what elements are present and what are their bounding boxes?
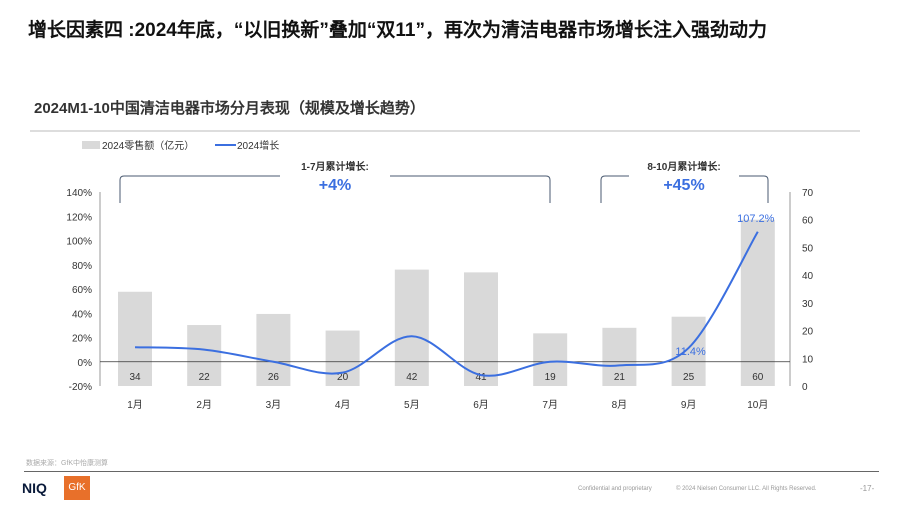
annotation-label: 1-7月累计增长: [301, 160, 369, 173]
right-tick-label: 40 [802, 271, 814, 282]
left-tick-label: 60% [72, 285, 92, 296]
growth-line [134, 231, 759, 377]
bar [464, 272, 498, 386]
legend-bar-label: 2024零售额（亿元） [102, 139, 194, 152]
x-tick-label: 10月 [747, 399, 768, 411]
bar [325, 330, 360, 386]
legend-bar-swatch [82, 141, 100, 149]
left-tick-label: 120% [66, 212, 92, 223]
bar [256, 313, 291, 386]
copyright-text: © 2024 Nielsen Consumer LLC. All Rights … [676, 486, 817, 492]
bar-value-label: 42 [406, 372, 418, 383]
legend-line-label: 2024增长 [237, 139, 279, 152]
chart: 2024零售额（亿元） 2024增长 -20% 0% 20% 40% 60% 80% 100% 1… [66, 139, 814, 411]
right-tick-label: 60 [802, 216, 814, 227]
bar-value-label: 26 [268, 372, 280, 383]
annotation-value: +45% [663, 177, 704, 194]
bar-value-label: 21 [614, 372, 626, 383]
x-tick-label: 3月 [266, 399, 282, 411]
left-tick-label: 0% [78, 358, 93, 369]
right-tick-label: 70 [802, 188, 814, 199]
right-tick-label: 30 [802, 299, 814, 310]
annotation-label: 8-10月累计增长: [647, 160, 720, 173]
confidential-text: Confidential and proprietary [578, 486, 652, 492]
bracket [119, 175, 551, 203]
bar [671, 316, 706, 386]
x-tick-label: 6月 [473, 399, 489, 411]
line-data-label: 107.2% [737, 213, 775, 225]
annotation-value: +4% [319, 177, 351, 194]
bar [187, 325, 222, 386]
page-number: -17- [860, 484, 875, 493]
left-tick-label: 100% [66, 237, 92, 248]
bar [740, 219, 775, 386]
bracket [600, 175, 769, 203]
x-tick-label: 2月 [196, 399, 212, 411]
left-tick-label: -20% [69, 382, 92, 393]
right-tick-label: 0 [802, 382, 808, 393]
bar-value-label: 22 [199, 372, 211, 383]
x-tick-label: 5月 [404, 399, 420, 411]
footer-divider [24, 471, 879, 472]
chart-title: 2024M1-10中国清洁电器市场分月表现（规模及增长趋势） [34, 100, 425, 117]
right-tick-label: 20 [802, 327, 814, 338]
bar-value-label: 60 [752, 372, 764, 383]
x-tick-label: 8月 [612, 399, 628, 411]
divider [30, 130, 860, 132]
line-data-label: 11.4% [675, 346, 706, 358]
left-tick-label: 80% [72, 261, 92, 272]
bar-value-label: 19 [545, 372, 557, 383]
source-note: 数据来源：GfK中怡康测算 [26, 460, 109, 467]
bar-value-label: 25 [683, 372, 695, 383]
left-tick-label: 40% [72, 309, 92, 320]
x-tick-label: 9月 [681, 399, 697, 411]
left-tick-label: 140% [66, 188, 92, 199]
bar [533, 333, 568, 386]
bar-value-label: 34 [129, 372, 141, 383]
right-tick-label: 50 [802, 243, 814, 254]
niq-logo: NIQ [22, 480, 47, 496]
bar [394, 269, 429, 386]
bar [118, 291, 152, 386]
bar-value-label: 20 [337, 372, 349, 383]
x-tick-label: 4月 [335, 399, 351, 411]
bar-value-label: 41 [475, 372, 487, 383]
x-tick-label: 7月 [542, 399, 558, 411]
bar [602, 327, 637, 386]
gfk-logo: GfK [64, 476, 90, 500]
x-tick-label: 1月 [127, 399, 143, 411]
page-title: 增长因素四 :2024年底，“以旧换新”叠加“双11”，再次为清洁电器市场增长注… [28, 20, 767, 41]
right-tick-label: 10 [802, 354, 814, 365]
left-tick-label: 20% [72, 334, 92, 345]
